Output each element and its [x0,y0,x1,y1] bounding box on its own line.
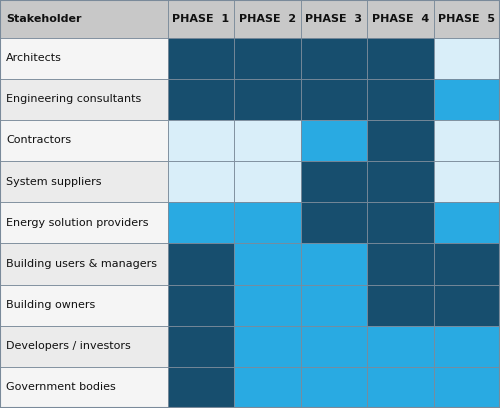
Bar [0,367,168,408]
Bar [0,284,168,326]
Bar [300,79,367,120]
Text: Building owners: Building owners [6,300,95,310]
Bar [300,161,367,202]
Text: Energy solution providers: Energy solution providers [6,218,148,228]
Bar [367,367,434,408]
Bar [0,38,168,79]
Text: Building users & managers: Building users & managers [6,259,157,269]
Bar [434,326,500,367]
Bar [367,120,434,161]
Bar [300,326,367,367]
Bar [0,79,168,120]
Text: Architects: Architects [6,53,62,63]
Bar [234,120,300,161]
Bar [168,367,234,408]
Bar [300,120,367,161]
Text: System suppliers: System suppliers [6,177,102,186]
Bar [234,0,300,38]
Text: PHASE  2: PHASE 2 [238,14,296,24]
Bar [434,243,500,284]
Bar [234,326,300,367]
Text: Engineering consultants: Engineering consultants [6,94,141,104]
Bar [0,243,168,284]
Bar [434,120,500,161]
Text: Developers / investors: Developers / investors [6,341,131,351]
Bar [300,0,367,38]
Bar [234,243,300,284]
Bar [168,326,234,367]
Bar [168,202,234,243]
Bar [300,202,367,243]
Bar [434,38,500,79]
Bar [168,243,234,284]
Bar [300,243,367,284]
Bar [168,0,234,38]
Bar [0,0,168,38]
Text: Government bodies: Government bodies [6,382,116,392]
Bar [234,284,300,326]
Text: PHASE  1: PHASE 1 [172,14,230,24]
Bar [367,79,434,120]
Bar [367,161,434,202]
Bar [434,0,500,38]
Bar [434,161,500,202]
Bar [300,284,367,326]
Bar [234,38,300,79]
Text: Contractors: Contractors [6,135,71,145]
Bar [367,38,434,79]
Bar [168,161,234,202]
Bar [234,161,300,202]
Bar [0,161,168,202]
Bar [234,202,300,243]
Bar [0,120,168,161]
Bar [367,202,434,243]
Bar [367,243,434,284]
Text: PHASE  5: PHASE 5 [438,14,495,24]
Bar [300,367,367,408]
Text: PHASE  4: PHASE 4 [372,14,429,24]
Bar [168,120,234,161]
Bar [434,367,500,408]
Bar [168,284,234,326]
Bar [367,0,434,38]
Bar [434,202,500,243]
Bar [0,202,168,243]
Bar [234,79,300,120]
Bar [0,326,168,367]
Bar [367,284,434,326]
Text: PHASE  3: PHASE 3 [305,14,362,24]
Bar [300,38,367,79]
Text: Stakeholder: Stakeholder [6,14,82,24]
Bar [434,284,500,326]
Bar [367,326,434,367]
Bar [434,79,500,120]
Bar [168,79,234,120]
Bar [234,367,300,408]
Bar [168,38,234,79]
